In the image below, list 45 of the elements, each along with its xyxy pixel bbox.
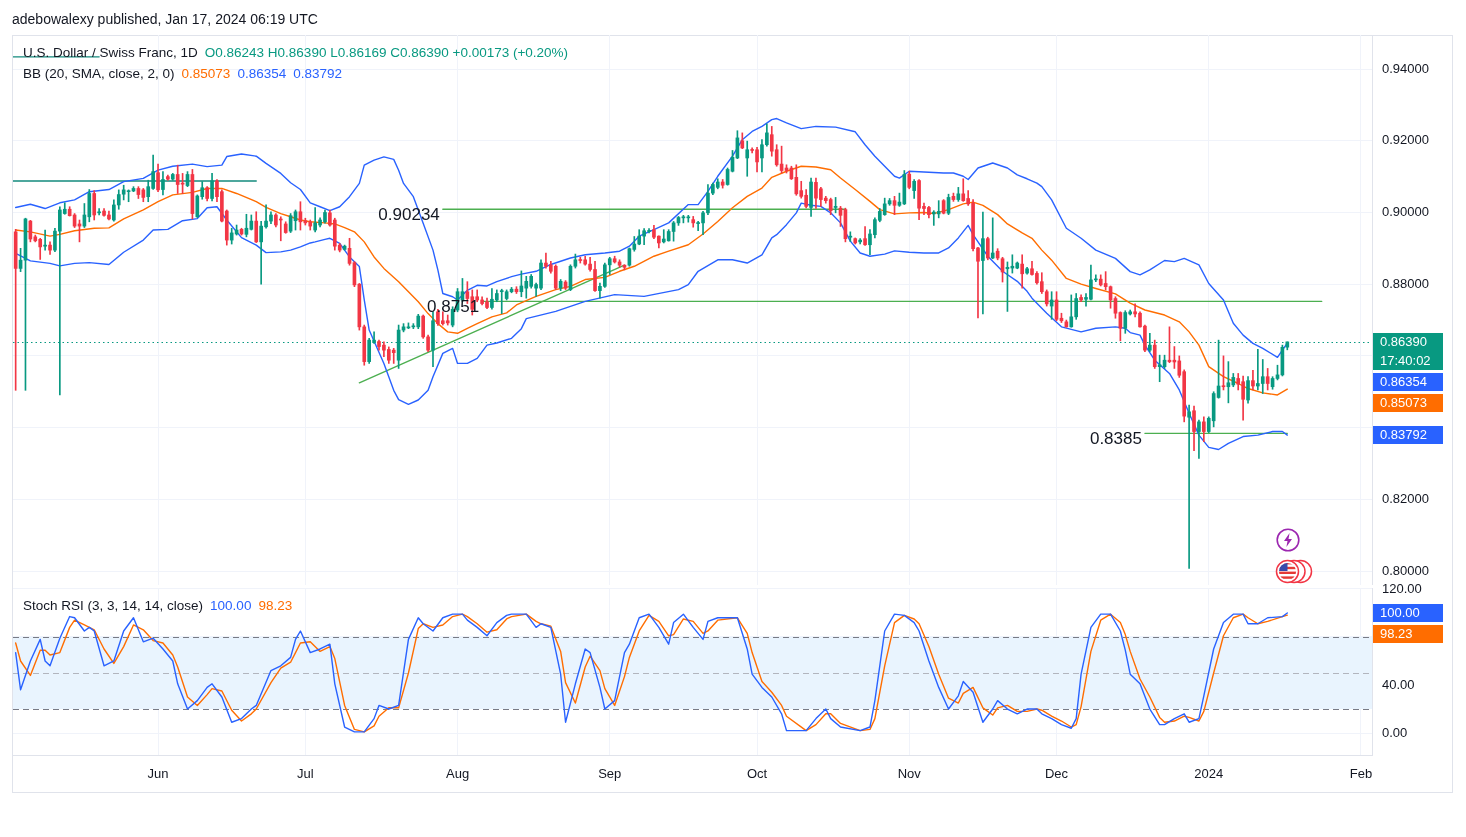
candlestick bbox=[990, 217, 995, 260]
y-tick-label: 0.82000 bbox=[1382, 490, 1429, 506]
candlestick bbox=[43, 229, 47, 251]
annotation: O0.86243 H0.86390 L0.86169 C0.86390 +0.00173 (+0.20%) bbox=[204, 45, 569, 60]
annotation: 100.00 bbox=[210, 598, 252, 613]
x-tick-label: Jun bbox=[147, 766, 169, 782]
text: 0.86354 bbox=[1380, 373, 1427, 389]
x-tick-label: Nov bbox=[897, 766, 922, 782]
x-tick-label: Jul bbox=[297, 766, 314, 782]
candlestick bbox=[936, 200, 941, 219]
candlestick bbox=[391, 348, 396, 364]
candlestick bbox=[499, 288, 504, 314]
y-tick-label: 0.92000 bbox=[1382, 132, 1429, 148]
y-tick-label: 0.00 bbox=[1382, 724, 1408, 740]
candlestick bbox=[1260, 359, 1265, 394]
annotation: 98.23 bbox=[258, 598, 293, 613]
y-tick-label: 0.88000 bbox=[1382, 275, 1429, 291]
y-tick-label: 40.00 bbox=[1382, 676, 1415, 692]
annotation: 0.86354 bbox=[237, 66, 287, 81]
candlestick bbox=[1187, 404, 1191, 569]
x-tick-label: Sep bbox=[598, 766, 622, 782]
y-tick-label: 120.00 bbox=[1382, 580, 1422, 596]
y-tick-label: 0.94000 bbox=[1382, 60, 1429, 76]
candlestick bbox=[661, 229, 666, 244]
annotation: 0.85073 bbox=[181, 66, 231, 81]
x-tick-label: Aug bbox=[445, 766, 470, 782]
text: 0.83792 bbox=[1380, 427, 1427, 443]
text: 100.00 bbox=[1380, 605, 1420, 621]
text: Stoch RSI (3, 3, 14, 14, close) bbox=[23, 598, 204, 613]
candlestick bbox=[745, 140, 750, 177]
text: 98.23 bbox=[1380, 626, 1413, 642]
ref-line-label: 0.86390 bbox=[1380, 333, 1427, 349]
text: 0.85073 bbox=[1380, 394, 1427, 410]
candlestick bbox=[981, 211, 985, 315]
text: 17:40:02 bbox=[1380, 352, 1431, 368]
x-tick-label: Oct bbox=[746, 766, 768, 782]
x-tick-label: Feb bbox=[1349, 766, 1373, 782]
annotation: 0.83792 bbox=[293, 66, 342, 81]
text: BB (20, SMA, close, 2, 0) bbox=[23, 66, 175, 81]
x-tick-label: Dec bbox=[1044, 766, 1069, 782]
y-tick-label: 0.80000 bbox=[1382, 562, 1429, 578]
annotation: 0.8385 bbox=[1089, 429, 1142, 449]
text: adebowalexy published, Jan 17, 2024 06:19 UTC bbox=[12, 11, 318, 28]
y-tick-label: 0.90000 bbox=[1382, 204, 1429, 220]
x-tick-label: 2024 bbox=[1194, 766, 1224, 782]
